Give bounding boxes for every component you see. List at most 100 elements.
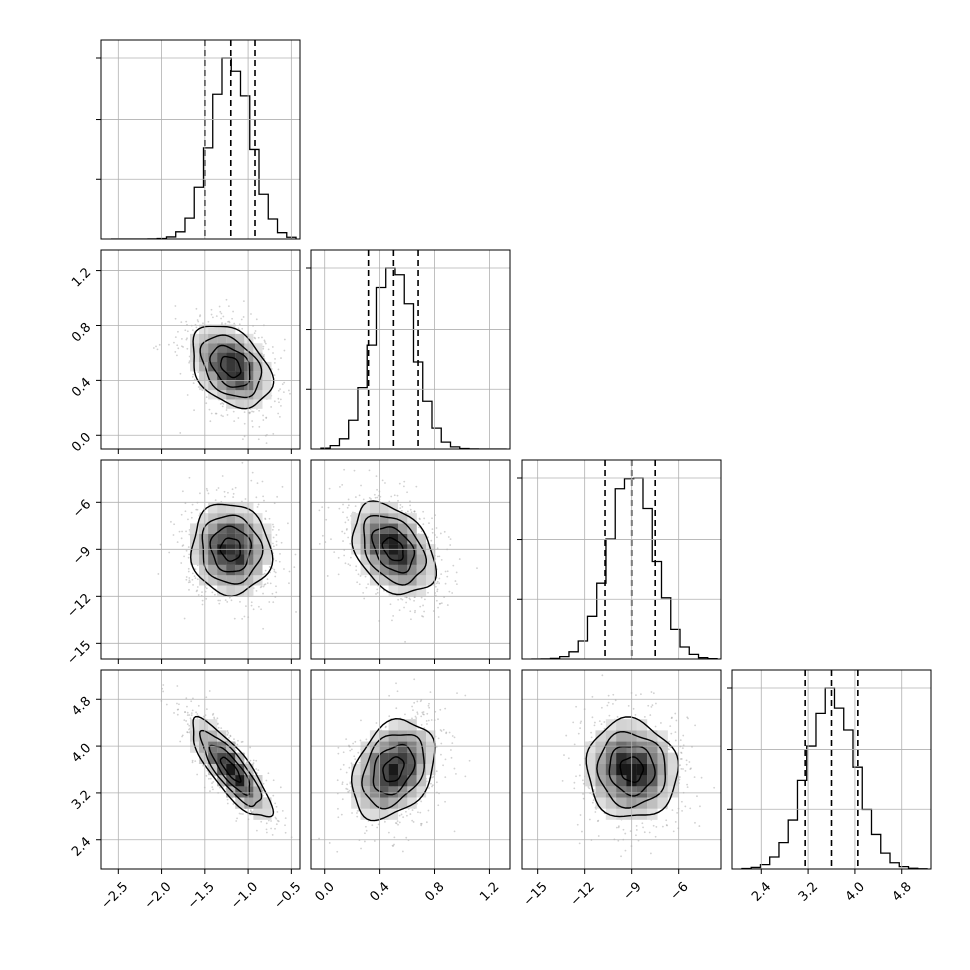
scatter-point [255,589,258,592]
scatter-point [262,419,265,421]
scatter-point [174,317,177,320]
density-cell [397,513,408,524]
density-cell [208,752,218,764]
scatter-point [222,415,224,418]
density-cell [360,502,371,514]
scatter-point [279,398,282,401]
scatter-point [272,794,275,797]
scatter-point [364,825,367,828]
density-cell [190,554,200,565]
scatter-point [403,480,406,483]
scatter-point [264,342,267,345]
scatter-point [396,690,399,693]
density-cell [351,763,361,776]
scatter-point [268,565,271,568]
scatter-point [273,374,276,377]
scatter-point [271,528,274,531]
scatter-point [262,789,265,792]
scatter-point [354,496,357,498]
scatter-point [346,788,349,791]
scatter-point [217,487,220,489]
density-cell [253,797,263,809]
scatter-point [185,549,188,552]
density-cell [235,502,245,514]
scatter-point [205,396,208,399]
scatter-point [409,508,412,511]
scatter-point [444,758,447,761]
scatter-point [400,509,403,512]
scatter-point [413,510,416,513]
scatter-point [286,522,289,525]
scatter-point [218,602,221,605]
scatter-point [364,832,366,835]
scatter-point [455,583,458,586]
scatter-point [468,759,471,762]
scatter-point [360,847,362,850]
scatter-point [401,505,404,508]
scatter-point [227,732,230,734]
scatter-point [196,319,199,321]
density-cell [369,564,380,576]
scatter-point [228,320,230,323]
scatter-point [260,585,263,588]
scatter-point [220,317,222,320]
scatter-point [252,762,255,765]
density-cell [351,786,361,798]
scatter-point [192,382,195,384]
scatter-point [240,741,243,743]
density-cell [379,763,389,776]
scatter-point [226,414,229,416]
scatter-point [358,494,361,497]
scatter-point [237,417,240,419]
scatter-point [155,345,157,348]
scatter-point [192,584,194,586]
scatter-point [219,599,221,602]
scatter-point [184,329,187,332]
scatter-point [241,461,244,464]
scatter-point [264,518,267,521]
scatter-point [232,496,235,498]
scatter-point [215,412,218,415]
density-cell [199,343,209,353]
density-cell [208,513,218,524]
scatter-point [180,337,183,340]
scatter-point [240,813,242,815]
scatter-point [399,507,402,510]
scatter-point [213,716,216,719]
scatter-point [186,394,189,396]
scatter-point [444,582,447,585]
density-cell [226,752,236,764]
scatter-point [432,775,435,778]
scatter-point [349,782,352,785]
scatter-point [188,728,190,731]
scatter-point [257,336,260,339]
scatter-point [430,539,433,542]
density-cell [199,533,209,545]
scatter-point [420,596,423,599]
scatter-point [217,599,220,602]
scatter-point [420,715,423,718]
scatter-point [383,820,386,823]
scatter-point [210,412,213,415]
scatter-point [428,787,430,789]
scatter-point [451,742,454,744]
scatter-point [358,583,361,586]
scatter-point [416,711,419,714]
panel-content [152,298,291,444]
scatter-point [238,812,241,815]
scatter-point [232,492,235,495]
scatter-point [420,822,423,825]
scatter-point [174,336,177,339]
density-cell [426,575,436,586]
scatter-point [340,813,343,816]
axes-frame [521,459,722,660]
scatter-point [184,711,186,713]
scatter-point [420,824,423,827]
scatter-point [371,824,374,827]
scatter-point [347,790,350,793]
scatter-point [275,540,278,543]
scatter-point [262,356,265,358]
scatter-point [375,593,377,595]
scatter-point [280,541,283,544]
